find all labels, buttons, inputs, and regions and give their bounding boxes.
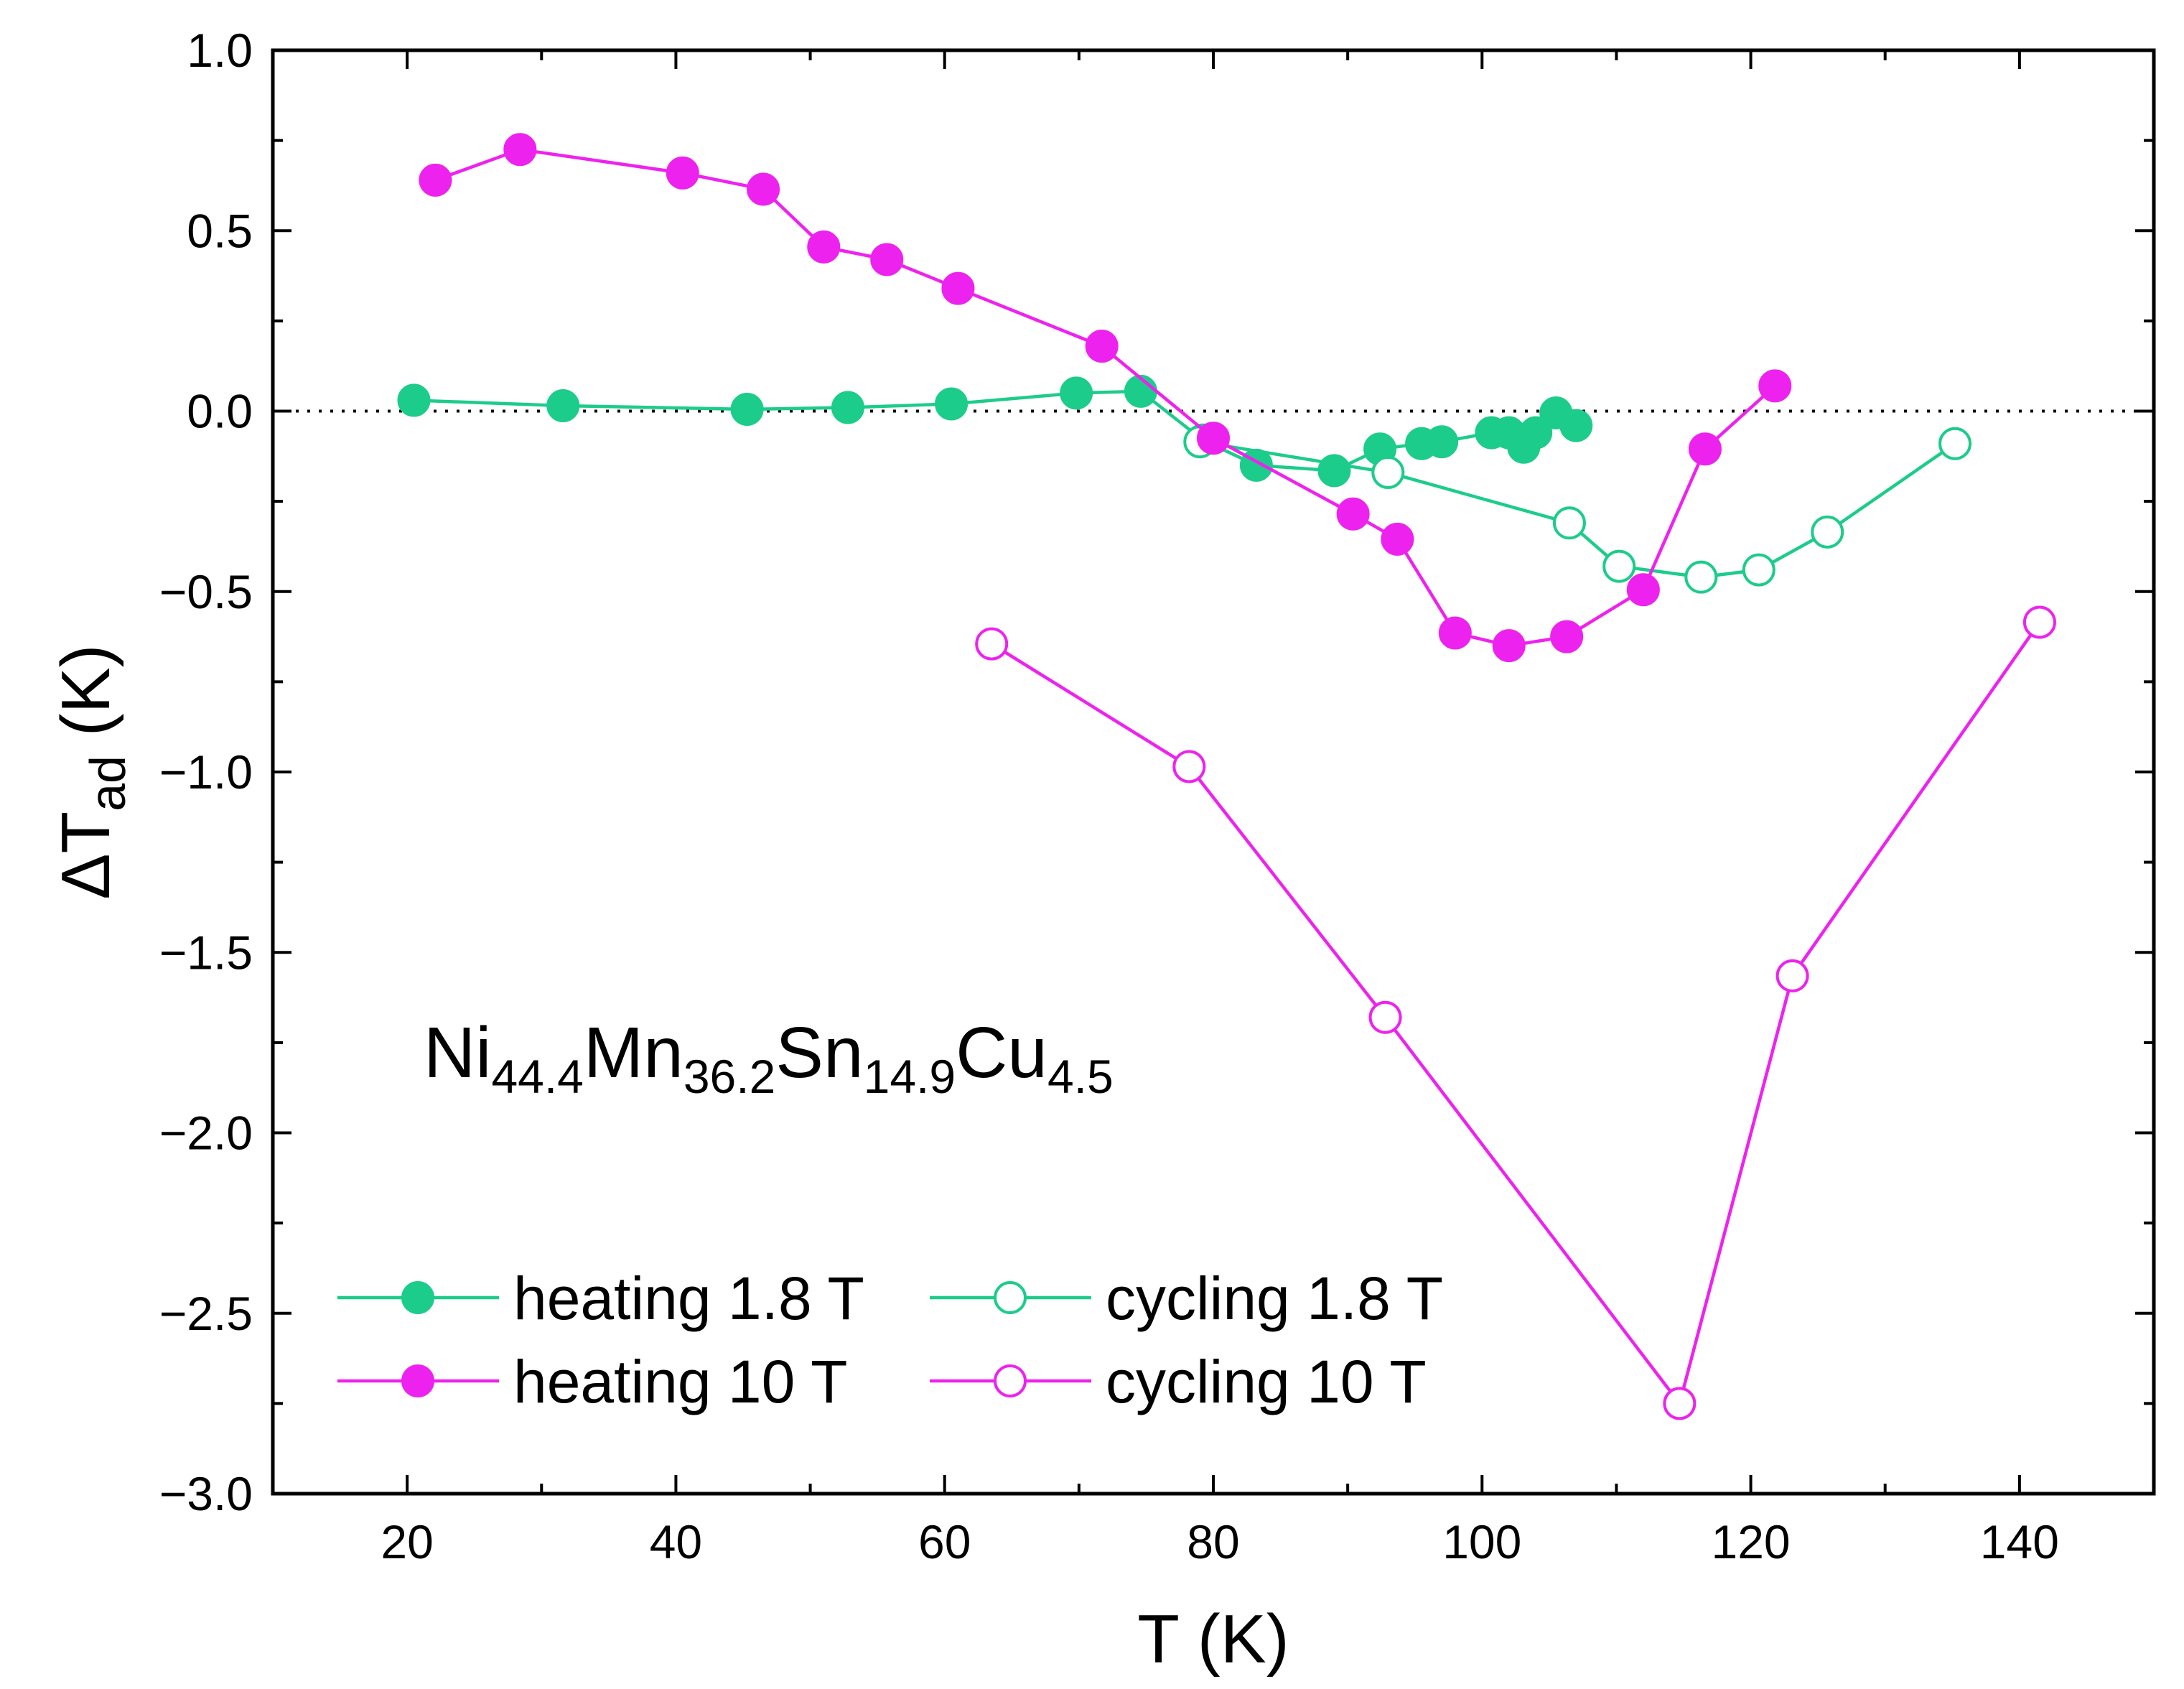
x-tick-label: 120 xyxy=(1712,1515,1791,1568)
x-tick-label: 60 xyxy=(918,1515,971,1568)
data-point xyxy=(935,387,969,421)
data-point xyxy=(975,627,1009,661)
data-point xyxy=(831,391,864,424)
legend-label: cycling 10 T xyxy=(1106,1348,1427,1415)
data-point xyxy=(1368,1000,1402,1034)
y-tick-label: −0.5 xyxy=(159,565,253,618)
y-tick-label: −1.0 xyxy=(159,745,253,799)
data-point xyxy=(1811,515,1844,549)
data-point xyxy=(2022,605,2056,639)
legend-marker xyxy=(401,1281,434,1314)
legend-item-cycling-10-t: cycling 10 T xyxy=(930,1348,1427,1415)
x-axis-title: T (K) xyxy=(1137,1601,1289,1678)
legend-item-heating-10-t: heating 10 T xyxy=(337,1348,848,1415)
legend-label: cycling 1.8 T xyxy=(1106,1265,1443,1332)
legend-label: heating 10 T xyxy=(513,1348,848,1415)
data-point xyxy=(546,388,580,422)
y-tick-label: −2.0 xyxy=(159,1107,253,1160)
data-point xyxy=(1758,369,1792,403)
legend-marker xyxy=(994,1281,1027,1314)
legend: heating 1.8 T cycling 1.8 T heating 10 T cy… xyxy=(337,1265,1443,1415)
compound-annotation: Ni44.4Mn36.2Sn14.9Cu4.5 xyxy=(424,1013,1114,1103)
data-point xyxy=(1550,620,1584,653)
data-point xyxy=(1684,560,1718,594)
y-tick-label: −1.5 xyxy=(159,926,253,979)
legend-item-heating-1-8-t: heating 1.8 T xyxy=(337,1265,864,1332)
data-point xyxy=(1519,416,1553,450)
data-point xyxy=(1085,330,1119,363)
data-point xyxy=(941,271,975,305)
axes-layer: 20 40 60 80 100 120 140 1.0 0.5 0.0 −0.5 −1.0 −1.5 −2… xyxy=(47,24,2156,1678)
legend-label: heating 1.8 T xyxy=(513,1265,864,1332)
x-tick-label: 100 xyxy=(1442,1515,1521,1568)
data-point xyxy=(1317,454,1351,488)
data-point xyxy=(1688,432,1722,466)
data-point xyxy=(1559,409,1593,442)
y-axis-title: ΔTad (K) xyxy=(47,644,136,899)
y-tick-label: 0.5 xyxy=(187,204,253,257)
x-tick-label: 40 xyxy=(650,1515,702,1568)
data-point xyxy=(1371,455,1405,489)
legend-item-cycling-1-8-t: cycling 1.8 T xyxy=(930,1265,1443,1332)
data-point xyxy=(397,383,431,417)
data-point xyxy=(1172,750,1206,783)
data-point xyxy=(1775,959,1809,992)
y-tick-label: −3.0 xyxy=(159,1467,253,1520)
data-point xyxy=(666,156,699,190)
data-point xyxy=(1197,422,1230,455)
data-point xyxy=(1425,425,1459,459)
data-point xyxy=(1336,497,1370,531)
y-tick-label: 0.0 xyxy=(187,385,253,438)
legend-marker xyxy=(994,1364,1027,1397)
data-point xyxy=(870,243,904,276)
x-tick-label: 20 xyxy=(381,1515,433,1568)
legend-marker xyxy=(401,1364,434,1397)
x-tick-label: 80 xyxy=(1187,1515,1239,1568)
y-tick-label: 1.0 xyxy=(187,24,253,77)
data-point xyxy=(807,230,841,264)
series-heating-10-t xyxy=(419,133,1792,663)
data-point xyxy=(1124,374,1157,408)
series-cycling-10-t xyxy=(975,605,2056,1420)
x-tick-label: 140 xyxy=(1980,1515,2059,1568)
series-line xyxy=(991,621,2041,1405)
y-tick-label: −2.5 xyxy=(159,1287,253,1340)
data-point xyxy=(419,163,452,197)
data-point xyxy=(747,172,780,206)
data-point xyxy=(1438,616,1472,650)
data-point xyxy=(1552,506,1586,540)
data-point xyxy=(1626,573,1660,607)
data-point xyxy=(1602,549,1636,583)
data-point xyxy=(1938,427,1972,460)
data-point xyxy=(1060,376,1093,410)
data-point xyxy=(1663,1387,1697,1420)
series-layer xyxy=(397,133,2056,1420)
data-point xyxy=(1742,553,1775,587)
data-point xyxy=(730,392,764,426)
data-point xyxy=(1492,629,1526,663)
data-point xyxy=(503,133,537,167)
data-point xyxy=(1381,522,1414,556)
